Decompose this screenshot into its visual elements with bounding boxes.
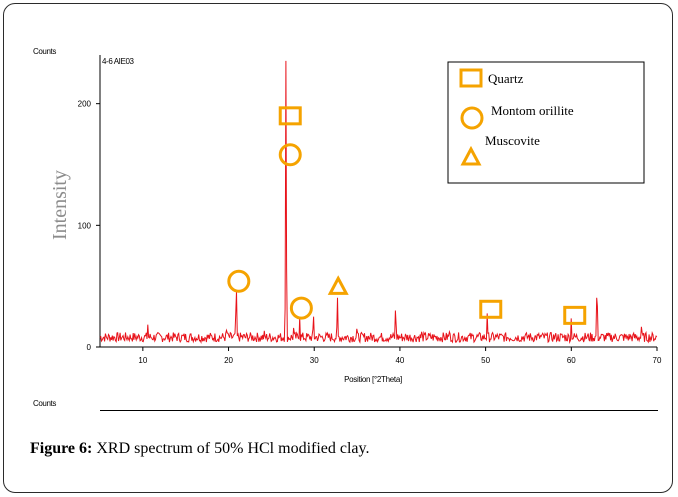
legend-label: Muscovite (485, 133, 540, 148)
y-tick-label: 0 (87, 343, 92, 352)
peak-marker-square (479, 299, 503, 319)
y-axis-title: Intensity (49, 170, 71, 240)
peak-marker-square (278, 106, 302, 126)
y-tick-label: 100 (78, 221, 92, 230)
peak-marker-square (563, 305, 587, 325)
legend-marker-circle (460, 106, 484, 130)
x-axis-title: Position [°2Theta] (344, 375, 402, 384)
legend-marker-square (459, 68, 483, 88)
peak-marker-circle (289, 296, 313, 320)
x-tick-label: 50 (481, 356, 490, 365)
spectrum-line (99, 60, 658, 345)
x-tick-label: 40 (395, 356, 404, 365)
legend-marker-triangle (460, 145, 482, 166)
legend-label: Quartz (488, 71, 524, 86)
sample-label: 4-6 AIE03 (102, 57, 134, 66)
x-tick-label: 10 (138, 356, 147, 365)
legend-label: Montom orillite (491, 103, 574, 118)
x-tick-label: 30 (310, 356, 319, 365)
peak-marker-circle (278, 143, 302, 167)
caption-label: Figure 6: (30, 440, 93, 457)
x-tick-label: 70 (653, 356, 662, 365)
figure-caption: Figure 6: XRD spectrum of 50% HCl modifie… (30, 440, 370, 458)
counts-label-bottom: Counts (33, 399, 56, 408)
bottom-rule (100, 410, 658, 411)
counts-label-top: Counts (33, 47, 56, 56)
peak-marker-triangle (327, 275, 349, 295)
x-tick-label: 60 (567, 356, 576, 365)
peak-marker-circle (227, 269, 251, 293)
caption-text: XRD spectrum of 50% HCl modified clay. (96, 440, 370, 457)
x-tick-label: 20 (224, 356, 233, 365)
y-tick-label: 200 (78, 100, 92, 109)
